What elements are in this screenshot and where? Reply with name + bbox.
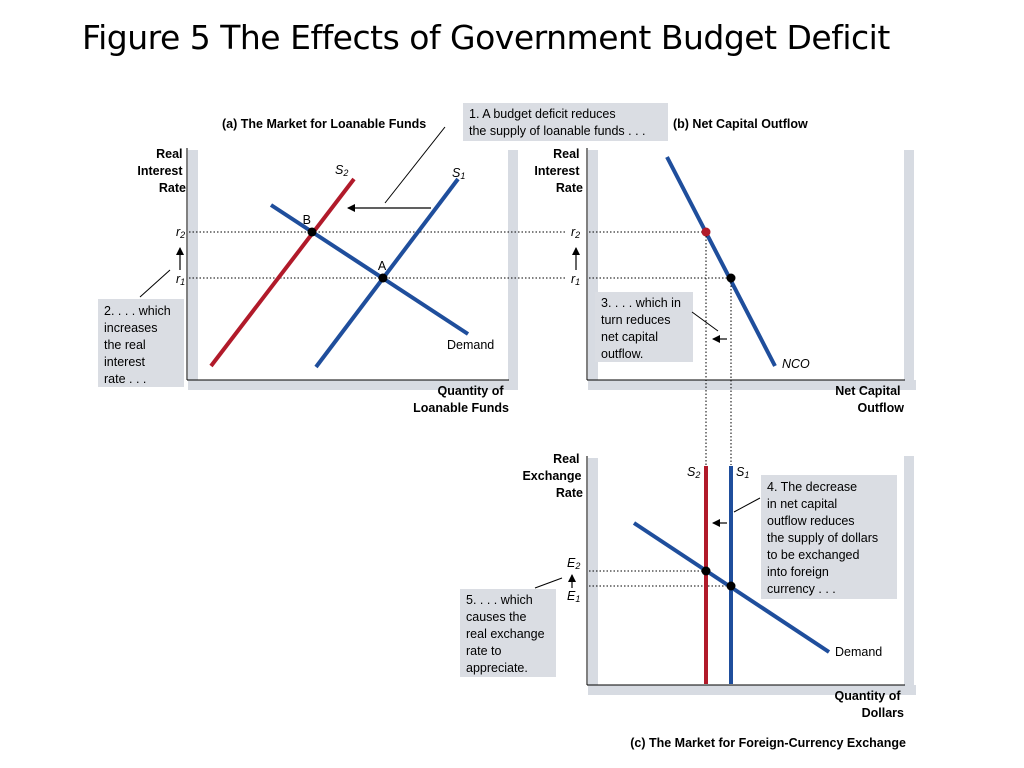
point-b-label: B bbox=[303, 213, 311, 227]
note-2: 2. . . . which increases the real intere… bbox=[98, 269, 184, 387]
r2-tick-label: r2 bbox=[176, 225, 185, 240]
note-1: 1. A budget deficit reduces the supply o… bbox=[384, 103, 668, 204]
note-3-pointer bbox=[691, 311, 719, 332]
e1-tick-label: E1 bbox=[567, 589, 580, 604]
note-5-box bbox=[460, 589, 556, 677]
supply-s2-line bbox=[209, 177, 356, 368]
panel-a-shadow-bottom bbox=[188, 380, 518, 390]
note-1-pointer bbox=[384, 126, 446, 204]
panel-a-y-label: Real Interest Rate bbox=[137, 147, 186, 195]
s1-label: S1 bbox=[452, 166, 465, 181]
panel-c-demand-label: Demand bbox=[835, 645, 882, 659]
fx-new-eq-point bbox=[701, 566, 711, 576]
nco-label: NCO bbox=[782, 357, 810, 371]
panel-a-title: (a) The Market for Loanable Funds bbox=[222, 117, 426, 131]
page-title: Figure 5 The Effects of Government Budge… bbox=[82, 18, 890, 57]
panel-c-s1-label: S1 bbox=[736, 465, 749, 480]
note-1-line-2: the supply of loanable funds . . . bbox=[469, 124, 646, 138]
demand-label: Demand bbox=[447, 338, 494, 352]
panel-b-shadow-right bbox=[904, 150, 914, 390]
svg-text:1. A budget deficit reduces: 1. A budget deficit reduces the supply o… bbox=[469, 107, 646, 138]
panel-a: B A S2 S1 Demand r2 r1 Real Interest Rat… bbox=[137, 117, 565, 415]
note-1-box bbox=[463, 103, 668, 141]
svg-text:4. The decrease in net c: 4. The decrease in net capital outflow r… bbox=[767, 480, 882, 596]
note-4-box bbox=[761, 475, 897, 599]
panel-c-shadow-left bbox=[588, 458, 598, 694]
panel-c-s2-label: S2 bbox=[687, 465, 700, 480]
supply-s1-line bbox=[314, 177, 460, 369]
panel-b-r1-tick: r1 bbox=[571, 272, 580, 287]
nco-line bbox=[665, 156, 777, 367]
svg-text:5. . . . which causes th: 5. . . . which causes the real exchange … bbox=[466, 593, 548, 675]
note-3-box bbox=[595, 292, 693, 362]
note-2-pointer bbox=[139, 269, 171, 298]
nco-old-point bbox=[726, 273, 736, 283]
note-5: 5. . . . which causes the real exchange … bbox=[460, 577, 563, 677]
r1-tick-label: r1 bbox=[176, 272, 185, 287]
note-1-line-1: 1. A budget deficit reduces bbox=[469, 107, 616, 121]
point-a-label: A bbox=[378, 259, 387, 273]
fx-old-eq-point bbox=[726, 581, 736, 591]
note-3: 3. . . . which in turn reduces net capit… bbox=[595, 292, 727, 362]
note-4-pointer bbox=[733, 497, 761, 513]
panel-a-x-label: Quantity of Loanable Funds bbox=[413, 384, 509, 415]
panel-c-x-label: Quantity of Dollars bbox=[835, 689, 904, 720]
panel-c-title: (c) The Market for Foreign-Currency Exch… bbox=[630, 736, 906, 750]
panel-c-shadow-right bbox=[904, 456, 914, 695]
svg-text:2. . . . which increases: 2. . . . which increases the real intere… bbox=[104, 304, 174, 386]
panel-a-shadow-right bbox=[508, 150, 518, 390]
e2-tick-label: E2 bbox=[567, 556, 580, 571]
panel-b-x-label: Net Capital Outflow bbox=[835, 384, 904, 415]
svg-text:3. . . . which in turn r: 3. . . . which in turn reduces net capit… bbox=[601, 296, 684, 361]
panel-a-shadow-left bbox=[188, 150, 198, 388]
panel-b-shadow-bottom bbox=[588, 380, 916, 390]
panel-b-shadow-left bbox=[588, 150, 598, 388]
point-a bbox=[378, 273, 388, 283]
s2-label: S2 bbox=[335, 163, 348, 178]
note-4: 4. The decrease in net capital outflow r… bbox=[712, 475, 897, 599]
panel-b-title: (b) Net Capital Outflow bbox=[673, 117, 808, 131]
panel-b-r2-tick: r2 bbox=[571, 225, 580, 240]
panel-c-y-label: Real Exchange Rate bbox=[522, 452, 585, 500]
panel-c: S2 S1 Demand E2 E1 Real Exchange Rate Qu… bbox=[522, 452, 916, 750]
note-5-pointer bbox=[534, 577, 563, 589]
panel-b-y-label: Real Interest Rate bbox=[534, 147, 583, 195]
nco-new-point bbox=[701, 227, 711, 237]
note-2-box bbox=[98, 299, 184, 387]
point-b bbox=[307, 227, 317, 237]
panel-c-shadow-bottom bbox=[588, 685, 916, 695]
panel-b: NCO r2 r1 Real Interest Rate Net Capital… bbox=[534, 117, 916, 415]
demand-line bbox=[269, 203, 470, 336]
